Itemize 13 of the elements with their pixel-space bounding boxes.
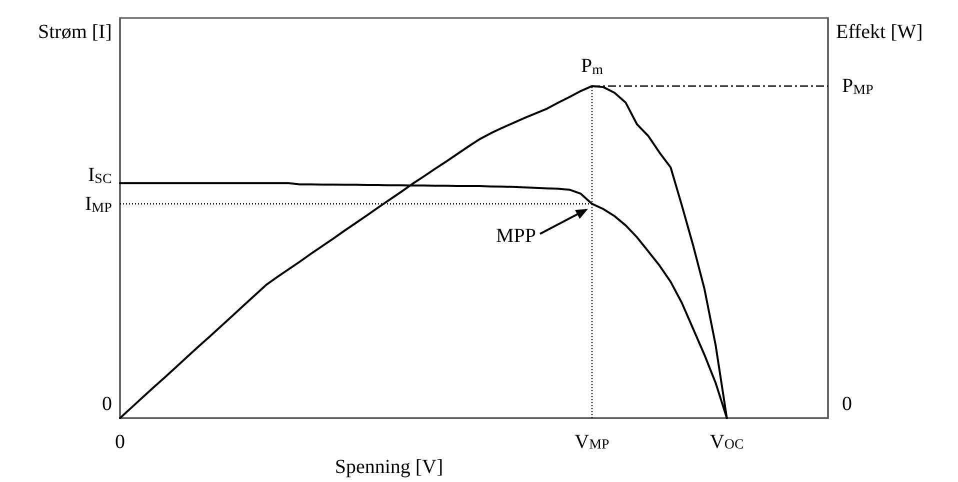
x-axis-title: Spenning [V]	[334, 456, 444, 478]
annotation: P$_{m}$	[581, 54, 604, 78]
annotation: MPP	[496, 224, 536, 247]
x-tick-label: VOC	[710, 431, 744, 454]
text: Effekt [W]	[836, 21, 923, 43]
text: 0	[842, 393, 852, 416]
x-tick-label: VMP	[574, 431, 610, 454]
annotation: I$_{SC}$	[88, 164, 112, 188]
annotation: 0	[102, 393, 112, 416]
ref-line-label: P$_{MP}$	[842, 75, 874, 98]
text: Strøm [I]	[38, 21, 112, 43]
x-tick-label: 0	[115, 431, 125, 454]
ref-line-label: I$_{MP}$	[85, 192, 112, 216]
